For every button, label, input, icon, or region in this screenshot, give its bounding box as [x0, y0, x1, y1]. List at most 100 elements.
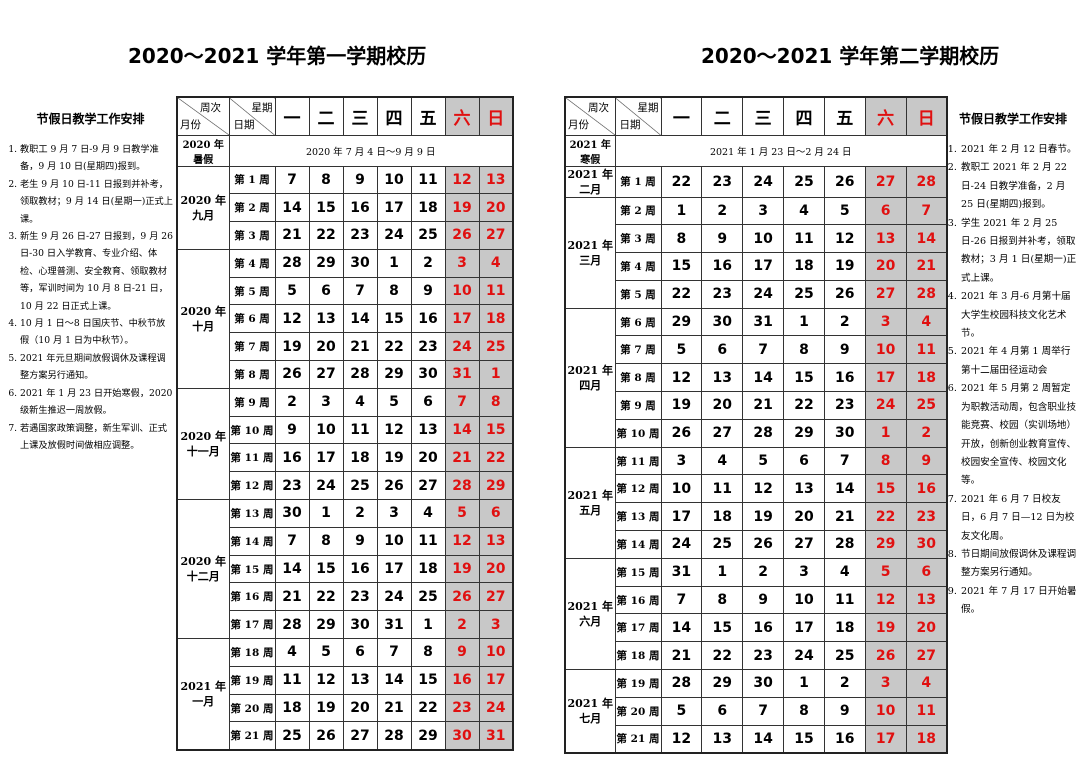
day-cell: 22 — [308, 582, 344, 612]
day-cell: 27 — [308, 360, 344, 389]
month-label: 2021 年五月 — [564, 446, 616, 559]
month-label: 2021 年一月 — [176, 638, 230, 751]
day-cell: 17 — [783, 613, 825, 643]
week-label: 第 4 周 — [614, 252, 662, 281]
week-row: 第 3 周 8 9 10 11 12 13 14 — [565, 224, 948, 254]
day-cell: 20 — [864, 252, 907, 281]
day-cell: 9 — [342, 165, 378, 195]
week-row: 第 8 周 26 27 28 29 30 31 1 — [177, 360, 514, 389]
day-cell: 4 — [274, 638, 310, 667]
day-cell: 1 — [660, 196, 703, 226]
note-item: 2021 年 4 月第 1 周举行第十二届田径运动会 — [960, 343, 1078, 380]
day-cell: 16 — [823, 363, 866, 393]
day-cell: 30 — [274, 499, 310, 528]
day-cell: 14 — [905, 224, 948, 254]
day-cell: 25 — [410, 582, 446, 612]
day-cell: 2 — [905, 418, 948, 448]
week-label: 第 3 周 — [228, 221, 276, 250]
day-cell: 28 — [742, 418, 785, 448]
day-cell: 14 — [742, 363, 785, 393]
day-cell: 20 — [410, 443, 446, 473]
day-cell: 12 — [660, 363, 703, 393]
day-cell: 6 — [410, 387, 446, 417]
day-cell: 18 — [905, 724, 948, 754]
day-cell: 18 — [823, 613, 866, 643]
day-cell: 27 — [410, 471, 446, 501]
week-label: 第 6 周 — [228, 304, 276, 334]
week-label: 第 17 周 — [614, 613, 662, 643]
semester-1-title: 2020～2021 学年第一学期校历 — [128, 44, 427, 68]
header-month-label: 月份 — [180, 118, 201, 131]
day-cell: 16 — [742, 613, 785, 643]
day-cell: 30 — [410, 360, 446, 389]
day-cell: 18 — [478, 304, 514, 334]
day-cell: 31 — [742, 307, 785, 337]
day-cell: 6 — [701, 335, 744, 365]
day-cell: 5 — [864, 557, 907, 587]
day-cell: 24 — [742, 165, 785, 198]
day-cell: 1 — [308, 499, 344, 528]
week-row: 第 18 周 21 22 23 24 25 26 27 — [565, 641, 948, 671]
day-cell: 16 — [905, 474, 948, 504]
day-cell: 19 — [864, 613, 907, 643]
week-label: 第 15 周 — [614, 557, 662, 587]
day-cell: 13 — [478, 165, 514, 195]
day-cell: 2 — [701, 196, 744, 226]
day-cell: 21 — [905, 252, 948, 281]
day-cell: 25 — [478, 332, 514, 362]
day-cell: 27 — [783, 530, 825, 559]
day-cell: 2 — [444, 610, 480, 640]
day-cell: 22 — [660, 279, 703, 309]
day-cell: 30 — [742, 669, 785, 698]
week-row: 第 13 周 17 18 19 20 21 22 23 — [565, 502, 948, 532]
month-label: 2020 年九月 — [176, 165, 230, 250]
day-cell: 27 — [864, 165, 907, 198]
day-cell: 14 — [742, 724, 785, 754]
day-cell: 29 — [376, 360, 412, 389]
weekday-header: 二 — [308, 96, 344, 136]
week-label: 第 10 周 — [228, 415, 276, 445]
day-cell: 9 — [823, 335, 866, 365]
week-row: 2020 年九月第 1 周 7 8 9 10 11 12 13 — [176, 165, 514, 250]
note-item: 2021 年 1 月 23 日开始寒假，2020 级新生推迟一周放假。 — [20, 385, 173, 420]
week-row: 2021 年六月第 15 周 31 1 2 3 4 5 6 — [564, 557, 948, 671]
day-cell: 25 — [410, 221, 446, 250]
day-cell: 24 — [308, 471, 344, 501]
day-cell: 21 — [444, 443, 480, 473]
day-cell: 18 — [274, 693, 310, 723]
day-cell: 15 — [376, 304, 412, 334]
week-row: 第 20 周 18 19 20 21 22 23 24 — [177, 693, 514, 723]
note-item: 教职工 2021 年 2 月 22 日-24 日教学准备，2 月 25 日(星期… — [960, 159, 1078, 214]
day-cell: 5 — [742, 446, 785, 476]
month-label: 2021 年四月 — [564, 307, 616, 448]
day-cell: 25 — [783, 165, 825, 198]
day-cell: 3 — [308, 387, 344, 417]
week-row: 第 10 周 9 10 11 12 13 14 15 — [177, 415, 514, 445]
day-cell: 29 — [701, 669, 744, 698]
week-row: 第 9 周 19 20 21 22 23 24 25 — [565, 391, 948, 420]
day-cell: 22 — [660, 165, 703, 198]
day-cell: 16 — [410, 304, 446, 334]
day-cell: 4 — [905, 307, 948, 337]
week-row: 第 17 周 14 15 16 17 18 19 20 — [565, 613, 948, 643]
day-cell: 10 — [742, 224, 785, 254]
day-cell: 13 — [783, 474, 825, 504]
week-row: 第 12 周 23 24 25 26 27 28 29 — [177, 471, 514, 501]
day-cell: 15 — [308, 554, 344, 584]
day-cell: 7 — [660, 585, 703, 615]
note-item: 新生 9 月 26 日-27 日报到，9 月 26 日-30 日入学教育、专业介… — [20, 228, 173, 315]
day-cell: 13 — [701, 363, 744, 393]
weekday-header: 五 — [410, 96, 446, 136]
day-cell: 3 — [444, 248, 480, 278]
week-label: 第 17 周 — [228, 610, 276, 640]
week-row: 第 4 周 15 16 17 18 19 20 21 — [565, 252, 948, 281]
day-cell: 13 — [905, 585, 948, 615]
day-cell: 13 — [864, 224, 907, 254]
week-label: 第 21 周 — [228, 721, 276, 751]
week-label: 第 7 周 — [228, 332, 276, 362]
day-cell: 19 — [660, 391, 703, 420]
day-cell: 1 — [376, 248, 412, 278]
day-cell: 25 — [342, 471, 378, 501]
day-cell: 22 — [864, 502, 907, 532]
